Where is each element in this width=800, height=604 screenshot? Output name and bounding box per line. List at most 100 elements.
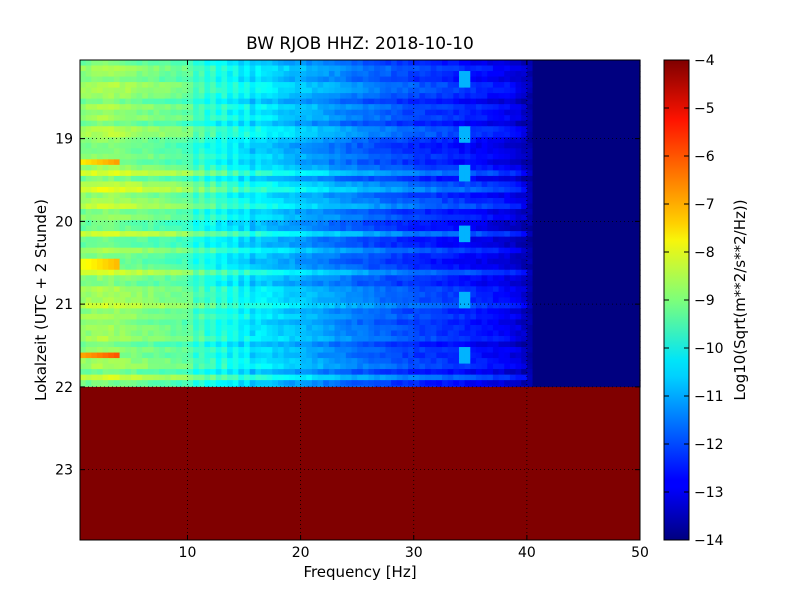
heatmap-cell: [176, 93, 183, 100]
heatmap-cell: [328, 192, 336, 199]
heatmap-cell: [113, 159, 121, 166]
heatmap-cell: [600, 181, 607, 188]
heatmap-cell: [430, 198, 437, 205]
heatmap-cell: [244, 242, 251, 249]
heatmap-cell: [181, 76, 189, 83]
heatmap-cell: [606, 302, 613, 309]
heatmap-cell: [606, 286, 613, 293]
heatmap-cell: [549, 186, 556, 194]
heatmap-cell: [436, 186, 443, 194]
heatmap-cell: [249, 269, 256, 276]
heatmap-cell: [628, 104, 635, 111]
heatmap-cell: [481, 330, 488, 337]
heatmap-cell: [102, 291, 109, 298]
heatmap-cell: [623, 297, 630, 304]
heatmap-cell: [396, 286, 404, 293]
heatmap-cell: [583, 280, 590, 287]
heatmap-cell: [238, 76, 245, 83]
heatmap-cell: [628, 115, 635, 122]
heatmap-cell: [198, 231, 206, 238]
heatmap-cell: [266, 275, 273, 282]
heatmap-cell: [413, 65, 420, 72]
heatmap-cell: [193, 142, 200, 149]
heatmap-cell: [289, 297, 296, 304]
heatmap-cell: [475, 231, 483, 238]
heatmap-cell: [80, 264, 87, 271]
heatmap-cell: [436, 164, 443, 171]
heatmap-cell: [606, 186, 613, 194]
heatmap-cell: [334, 164, 341, 171]
heatmap-cell: [436, 286, 443, 293]
heatmap-cell: [487, 126, 494, 133]
heatmap-cell: [80, 336, 87, 343]
heatmap-cell: [153, 324, 160, 332]
heatmap-cell: [277, 231, 285, 238]
heatmap-cell: [509, 148, 517, 155]
heatmap-cell: [147, 82, 155, 89]
heatmap-cell: [464, 164, 471, 171]
heatmap-cell: [521, 225, 528, 232]
heatmap-cell: [623, 198, 630, 205]
heatmap-cell: [487, 253, 494, 260]
heatmap-cell: [634, 82, 641, 89]
heatmap-cell: [470, 286, 477, 293]
heatmap-cell: [176, 214, 183, 221]
heatmap-cell: [538, 319, 545, 326]
heatmap-cell: [396, 275, 404, 282]
heatmap-cell: [215, 330, 223, 337]
heatmap-cell: [238, 137, 245, 144]
heatmap-cell: [442, 87, 449, 94]
heatmap-cell: [498, 87, 505, 94]
heatmap-cell: [238, 71, 245, 78]
heatmap-cell: [594, 269, 602, 276]
heatmap-cell: [509, 164, 517, 171]
heatmap-cell: [85, 120, 92, 127]
heatmap-cell: [379, 220, 387, 227]
heatmap-cell: [515, 302, 522, 309]
heatmap-cell: [447, 159, 454, 166]
heatmap-cell: [555, 82, 562, 89]
heatmap-cell: [577, 170, 585, 177]
heatmap-cell: [108, 181, 115, 188]
heatmap-cell: [227, 297, 234, 304]
heatmap-cell: [606, 71, 613, 78]
heatmap-cell: [153, 153, 160, 160]
heatmap-cell: [159, 65, 166, 72]
heatmap-cell: [193, 87, 200, 94]
heatmap-cell: [374, 60, 381, 67]
heatmap-cell: [357, 319, 364, 326]
heatmap-cell: [193, 203, 200, 210]
heatmap-cell: [289, 76, 296, 83]
heatmap-cell: [408, 291, 415, 298]
heatmap-cell: [509, 220, 517, 227]
heatmap-cell: [560, 65, 568, 72]
heatmap-cell: [498, 220, 505, 227]
heatmap-cell: [498, 198, 505, 205]
heatmap-cell: [413, 164, 420, 171]
heatmap-cell: [317, 131, 324, 138]
heatmap-cell: [119, 297, 126, 304]
heatmap-cell: [628, 198, 635, 205]
heatmap-cell: [538, 220, 545, 227]
heatmap-cell: [589, 330, 596, 337]
heatmap-cell: [408, 324, 415, 332]
heatmap-cell: [317, 120, 324, 127]
heatmap-cell: [334, 175, 341, 183]
heatmap-cell: [543, 258, 551, 265]
heatmap-cell: [277, 120, 285, 127]
heatmap-cell: [317, 336, 324, 343]
heatmap-cell: [170, 76, 177, 83]
heatmap-cell: [594, 153, 602, 160]
heatmap-cell: [442, 109, 449, 116]
heatmap-cell: [526, 280, 534, 287]
heatmap-cell: [164, 302, 172, 309]
heatmap-cell: [80, 76, 87, 83]
heatmap-cell: [227, 170, 234, 177]
heatmap-cell: [334, 87, 341, 94]
heatmap-cell: [170, 93, 177, 100]
heatmap-cell: [396, 71, 404, 78]
heatmap-cell: [606, 120, 613, 127]
heatmap-cell: [125, 247, 132, 254]
heatmap-cell: [532, 198, 539, 205]
heatmap-cell: [357, 82, 364, 89]
